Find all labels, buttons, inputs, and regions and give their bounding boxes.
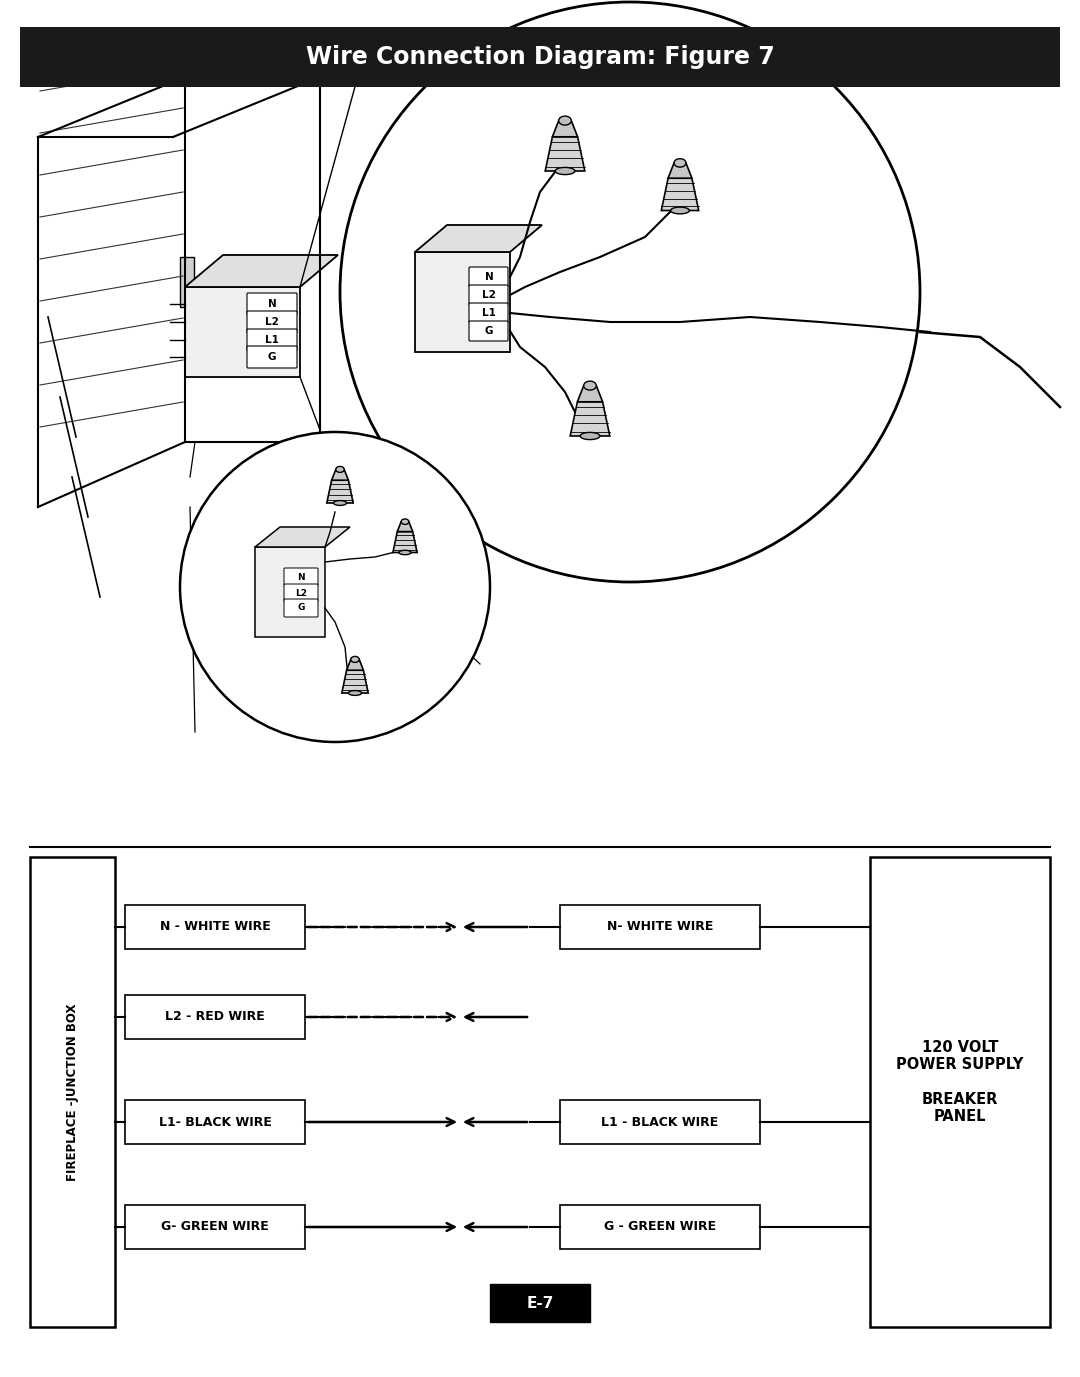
Text: G: G bbox=[485, 326, 494, 336]
Ellipse shape bbox=[334, 501, 347, 505]
Bar bbox=[125, 1205, 305, 1249]
FancyBboxPatch shape bbox=[284, 584, 318, 602]
Ellipse shape bbox=[580, 432, 599, 439]
Bar bbox=[255, 547, 325, 638]
FancyBboxPatch shape bbox=[247, 293, 297, 315]
Polygon shape bbox=[661, 178, 699, 211]
Ellipse shape bbox=[674, 158, 686, 167]
Text: L1 - BLACK WIRE: L1 - BLACK WIRE bbox=[602, 1115, 718, 1129]
Bar bbox=[561, 1100, 760, 1144]
Text: N: N bbox=[268, 299, 276, 308]
FancyBboxPatch shape bbox=[469, 285, 508, 304]
Bar bbox=[490, 1283, 590, 1322]
FancyBboxPatch shape bbox=[469, 321, 508, 341]
Bar bbox=[125, 996, 305, 1040]
Bar bbox=[185, 286, 300, 377]
Polygon shape bbox=[347, 660, 363, 671]
Ellipse shape bbox=[349, 691, 362, 695]
Text: E-7: E-7 bbox=[526, 1296, 554, 1311]
Text: L2: L2 bbox=[265, 317, 279, 326]
Ellipse shape bbox=[401, 519, 409, 525]
Text: L1- BLACK WIRE: L1- BLACK WIRE bbox=[159, 1115, 271, 1129]
Text: N: N bbox=[485, 273, 494, 282]
FancyBboxPatch shape bbox=[469, 303, 508, 324]
Ellipse shape bbox=[583, 381, 596, 390]
Polygon shape bbox=[545, 136, 584, 171]
Text: G: G bbox=[268, 353, 276, 362]
Text: G - GREEN WIRE: G - GREEN WIRE bbox=[604, 1220, 716, 1234]
Polygon shape bbox=[393, 532, 417, 552]
Polygon shape bbox=[415, 224, 542, 252]
FancyBboxPatch shape bbox=[247, 311, 297, 333]
Bar bbox=[561, 905, 760, 949]
Polygon shape bbox=[669, 162, 692, 178]
Ellipse shape bbox=[336, 467, 345, 472]
Polygon shape bbox=[397, 522, 413, 532]
Text: G: G bbox=[297, 603, 305, 613]
Circle shape bbox=[180, 432, 490, 742]
FancyBboxPatch shape bbox=[284, 567, 318, 587]
Ellipse shape bbox=[671, 207, 689, 213]
Ellipse shape bbox=[558, 116, 571, 125]
Polygon shape bbox=[341, 671, 368, 693]
FancyBboxPatch shape bbox=[284, 599, 318, 617]
Ellipse shape bbox=[351, 657, 360, 662]
Polygon shape bbox=[552, 121, 578, 136]
Text: N: N bbox=[297, 573, 305, 581]
FancyBboxPatch shape bbox=[247, 346, 297, 368]
Text: N- WHITE WIRE: N- WHITE WIRE bbox=[607, 920, 713, 934]
Text: FIREPLACE -JUNCTION BOX: FIREPLACE -JUNCTION BOX bbox=[66, 1004, 79, 1180]
Text: 120 VOLT
POWER SUPPLY

BREAKER
PANEL: 120 VOLT POWER SUPPLY BREAKER PANEL bbox=[896, 1040, 1024, 1124]
Text: L1: L1 bbox=[265, 335, 279, 346]
Text: L2: L2 bbox=[482, 291, 496, 300]
Bar bbox=[30, 856, 114, 1327]
Bar bbox=[21, 28, 1059, 87]
Circle shape bbox=[340, 1, 920, 582]
Text: L1: L1 bbox=[482, 308, 496, 318]
Text: Wire Connection Diagram: Figure 7: Wire Connection Diagram: Figure 7 bbox=[306, 45, 774, 69]
Text: L2: L2 bbox=[295, 588, 307, 598]
Polygon shape bbox=[578, 386, 603, 402]
Bar bbox=[870, 856, 1050, 1327]
Polygon shape bbox=[185, 255, 338, 286]
Polygon shape bbox=[332, 470, 349, 481]
Bar bbox=[561, 1205, 760, 1249]
Text: G- GREEN WIRE: G- GREEN WIRE bbox=[161, 1220, 269, 1234]
Ellipse shape bbox=[399, 551, 411, 555]
Polygon shape bbox=[327, 481, 353, 503]
Polygon shape bbox=[570, 402, 610, 437]
Polygon shape bbox=[255, 527, 350, 547]
Bar bbox=[125, 905, 305, 949]
Bar bbox=[180, 257, 194, 307]
Text: N - WHITE WIRE: N - WHITE WIRE bbox=[160, 920, 270, 934]
Bar bbox=[125, 1100, 305, 1144]
Bar bbox=[415, 252, 510, 353]
FancyBboxPatch shape bbox=[469, 267, 508, 286]
Text: L2 - RED WIRE: L2 - RED WIRE bbox=[165, 1011, 265, 1023]
FancyBboxPatch shape bbox=[247, 329, 297, 351]
Ellipse shape bbox=[555, 168, 575, 175]
